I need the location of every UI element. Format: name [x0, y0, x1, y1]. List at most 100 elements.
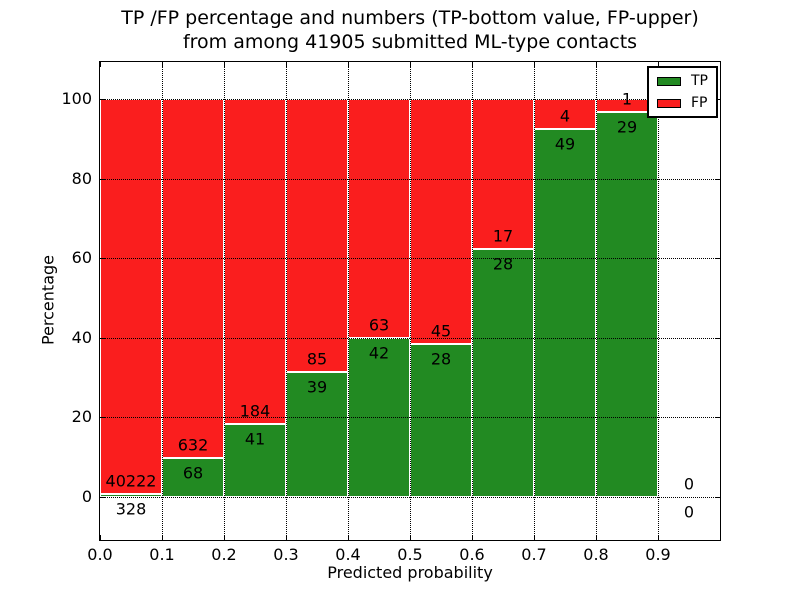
legend-item-tp: TP: [657, 74, 708, 88]
x-tick-mark: [596, 535, 597, 540]
grid-line-vertical: [410, 62, 411, 540]
bar-label-fp: 45: [430, 321, 452, 341]
bar-label-fp: 632: [177, 435, 209, 455]
y-tick-mark: [100, 497, 105, 499]
bar-label-fp: 0: [683, 474, 695, 494]
bar-label-fp: 184: [239, 401, 271, 421]
x-tick-mark: [224, 62, 225, 67]
bar-segment-tp: [286, 371, 348, 497]
x-tick-mark: [472, 62, 473, 67]
x-axis-title: Predicted probability: [327, 563, 493, 582]
legend: TP FP: [647, 66, 718, 118]
x-tick-label: 0.0: [87, 545, 113, 564]
bar-segment-fp: [286, 99, 348, 372]
bar-segment-tp: [100, 493, 162, 497]
bar-segment-tp: [162, 458, 224, 497]
grid-line-horizontal: [100, 99, 720, 100]
plot-area: 40222 328 632 68 184 41 85 39 63 42 45 28 17 28 4 49 1 29…: [99, 61, 721, 541]
x-tick-mark: [162, 535, 163, 540]
y-tick-label: 80: [71, 168, 92, 188]
bar-segment-fp: [100, 99, 162, 494]
y-tick-label: 40: [71, 327, 92, 347]
bar-segment-tp: [596, 112, 658, 497]
bar-label-tp: 29: [616, 117, 638, 137]
bar-segment-fp: [162, 99, 224, 459]
legend-item-fp: FP: [657, 96, 708, 110]
grid-line-horizontal: [100, 258, 720, 260]
bar-label-tp: 39: [306, 377, 328, 397]
tp-color-swatch: [657, 76, 681, 86]
bar-label-tp: 28: [430, 349, 452, 369]
bar-label-fp: 17: [492, 226, 514, 246]
y-tick-mark: [715, 417, 720, 419]
x-tick-mark: [472, 535, 473, 540]
bar-segment-tp: [534, 129, 596, 497]
grid-line-vertical: [224, 62, 225, 540]
grid-line-vertical: [534, 62, 535, 540]
x-tick-mark: [348, 62, 349, 67]
x-tick-mark: [534, 62, 535, 67]
x-tick-mark: [100, 62, 101, 67]
y-tick-mark: [715, 497, 720, 499]
y-tick-mark: [715, 178, 720, 180]
x-tick-mark: [100, 535, 101, 540]
bar-label-tp: 68: [182, 463, 204, 483]
x-tick-label: 0.8: [583, 545, 609, 564]
bar-segment-tp: [472, 249, 534, 497]
y-tick-label: 60: [71, 248, 92, 268]
bar-label-tp: 0: [683, 502, 695, 522]
bar-segment-fp: [472, 99, 534, 250]
chart-title: TP /FP percentage and numbers (TP-bottom…: [100, 6, 720, 54]
bar-label-tp: 41: [244, 429, 266, 449]
x-tick-label: 0.5: [397, 545, 423, 564]
legend-label-fp: FP: [691, 95, 708, 111]
x-tick-mark: [286, 62, 287, 67]
x-tick-mark: [410, 62, 411, 67]
grid-line-vertical: [348, 62, 349, 540]
y-tick-mark: [100, 258, 105, 260]
x-tick-mark: [162, 62, 163, 67]
x-tick-mark: [224, 535, 225, 540]
grid-line-vertical: [596, 62, 597, 540]
grid-line-vertical: [286, 62, 287, 540]
legend-label-tp: TP: [691, 73, 708, 89]
x-tick-label: 0.4: [335, 545, 361, 564]
bar-segment-fp: [534, 99, 596, 130]
x-tick-label: 0.6: [459, 545, 485, 564]
x-tick-label: 0.7: [521, 545, 547, 564]
bar-label-fp: 85: [306, 349, 328, 369]
fp-color-swatch: [657, 98, 681, 108]
x-tick-mark: [658, 62, 659, 67]
bar-label-tp: 49: [554, 134, 576, 154]
grid-line-vertical: [658, 62, 659, 540]
x-tick-mark: [410, 535, 411, 540]
grid-line-horizontal: [100, 178, 720, 180]
x-tick-label: 0.2: [211, 545, 237, 564]
bar-label-fp: 4: [559, 106, 571, 126]
bar-label-fp: 63: [368, 315, 390, 335]
y-tick-mark: [100, 178, 105, 180]
bar-segment-fp: [410, 99, 472, 345]
grid-line-horizontal: [100, 337, 720, 339]
chart-title-line2: from among 41905 submitted ML-type conta…: [182, 31, 638, 53]
y-tick-label: 100: [61, 89, 92, 108]
grid-line-vertical: [472, 62, 473, 540]
x-tick-label: 0.3: [273, 545, 299, 564]
x-tick-label: 0.1: [149, 545, 175, 564]
bar-segment-fp: [348, 99, 410, 338]
bar-label-fp: 1: [621, 89, 633, 109]
y-tick-mark: [100, 337, 105, 339]
x-tick-mark: [658, 535, 659, 540]
y-tick-mark: [100, 417, 105, 419]
x-tick-mark: [286, 535, 287, 540]
grid-line-vertical: [162, 62, 163, 540]
y-tick-mark: [715, 337, 720, 339]
bar-label-tp: 328: [115, 499, 147, 519]
x-tick-mark: [534, 535, 535, 540]
x-tick-label: 0.9: [645, 545, 671, 564]
bar-segment-fp: [224, 99, 286, 425]
y-tick-label: 20: [71, 407, 92, 427]
x-tick-mark: [596, 62, 597, 67]
grid-line-horizontal: [100, 497, 720, 499]
